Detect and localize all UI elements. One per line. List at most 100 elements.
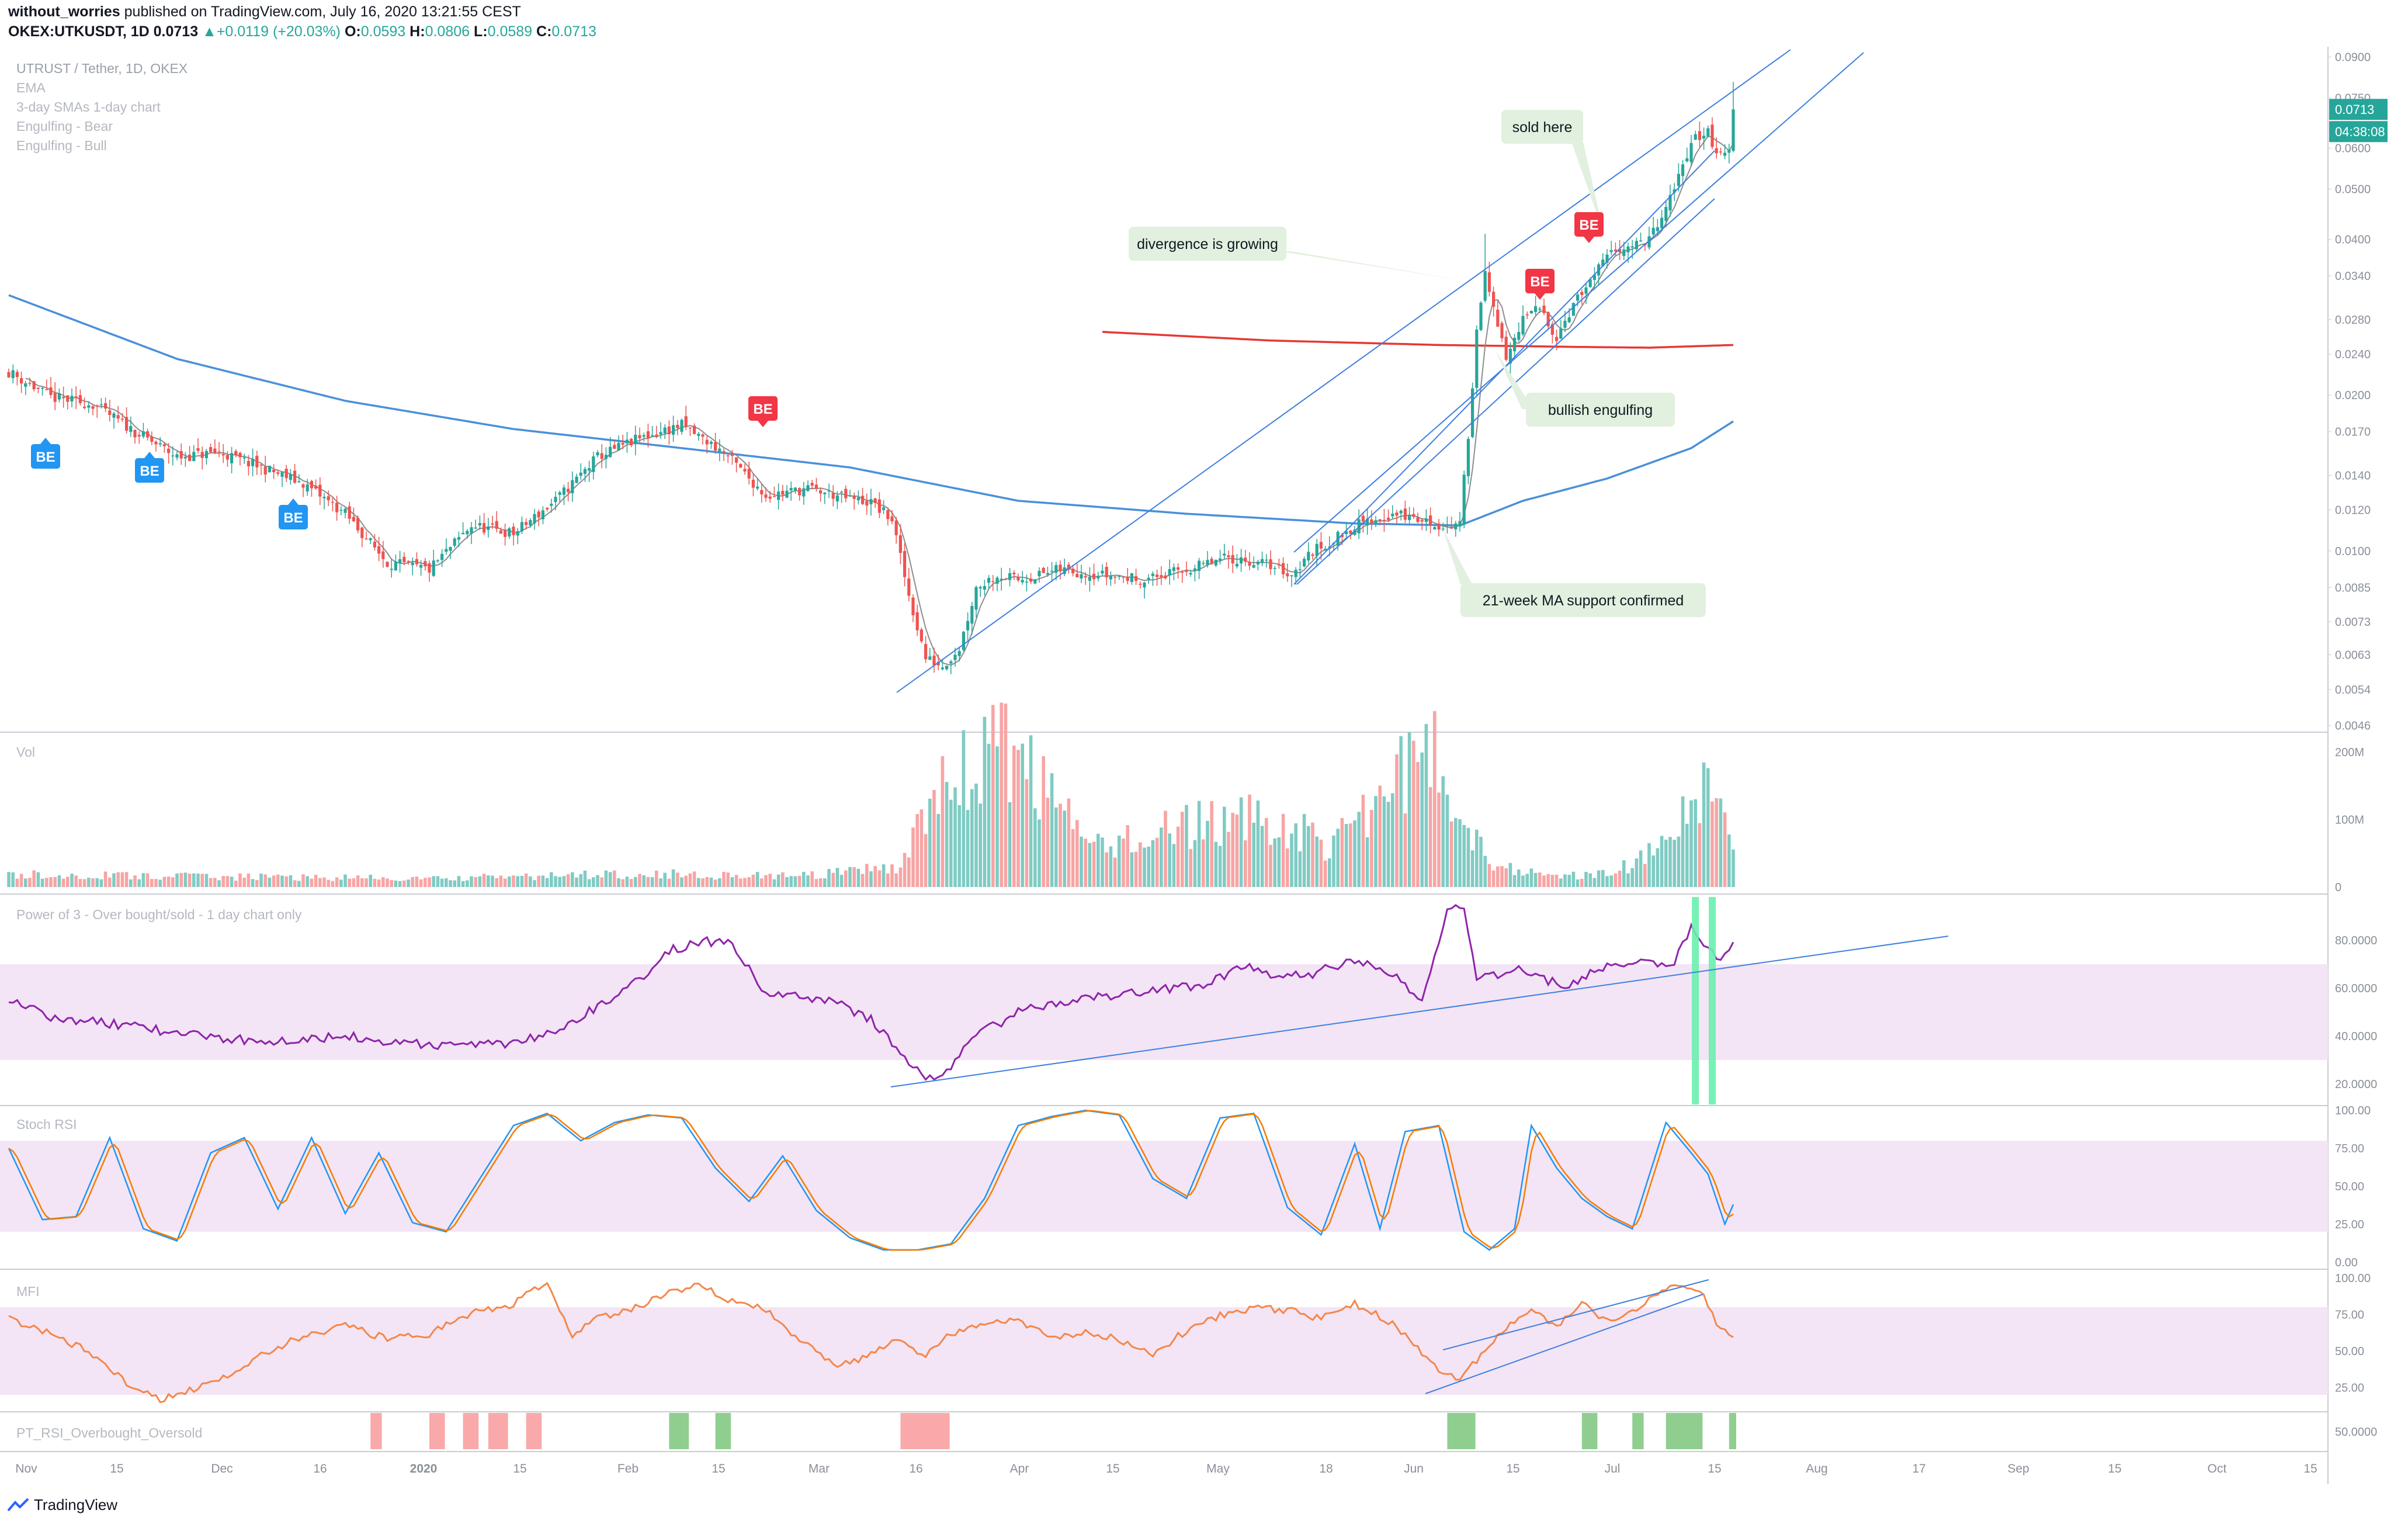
- volume-bar: [57, 875, 61, 887]
- volume-bar: [314, 874, 318, 887]
- candle: [1109, 576, 1112, 580]
- last-price: 0.0713: [153, 23, 199, 40]
- volume-bar: [579, 874, 582, 887]
- candle: [407, 560, 410, 562]
- tradingview-logo[interactable]: TradingView: [7, 1496, 117, 1514]
- candle: [907, 578, 911, 596]
- volume-bar: [596, 875, 599, 887]
- candle: [251, 459, 255, 466]
- volume-bar: [1584, 872, 1588, 887]
- volume-bar: [1113, 857, 1117, 887]
- candle: [1248, 562, 1251, 566]
- volume-bar: [680, 877, 683, 887]
- volume-bar: [882, 864, 886, 887]
- candle: [1311, 554, 1314, 556]
- volume-bar: [1286, 848, 1289, 887]
- candle: [562, 487, 565, 495]
- volume-bar: [1046, 798, 1050, 887]
- volume-bar: [1668, 837, 1672, 887]
- volume-bar: [1181, 812, 1184, 887]
- volume-bar: [797, 875, 801, 887]
- volume-bar: [457, 876, 461, 887]
- volume-bar: [613, 870, 616, 887]
- candles: [7, 82, 1735, 674]
- mfi-line: [8, 1281, 1734, 1404]
- candle: [41, 387, 44, 389]
- volume-bar: [962, 730, 966, 887]
- volume-bar: [604, 870, 608, 887]
- price-tick: 0.0100: [2335, 545, 2371, 558]
- volume-bar: [890, 864, 894, 887]
- volume-tick: 200M: [2335, 746, 2364, 759]
- candle: [483, 523, 486, 533]
- candle: [129, 426, 133, 432]
- bear-badge-label: BE: [1530, 274, 1549, 290]
- candle: [1160, 575, 1163, 577]
- volume-bar: [911, 827, 915, 887]
- candle: [230, 453, 234, 463]
- volume-bar: [1277, 837, 1281, 887]
- volume-bar: [1004, 703, 1008, 887]
- annotation-bullish-engulfing-box: [1526, 393, 1675, 427]
- volume-bar: [945, 782, 949, 887]
- candle: [1656, 227, 1659, 231]
- candle: [793, 487, 797, 491]
- candle: [861, 496, 865, 504]
- candle: [575, 476, 578, 483]
- volume-bar: [272, 875, 276, 887]
- annotations: sold here divergence is growing bullish en…: [31, 110, 1706, 617]
- volume-bar: [1597, 870, 1601, 887]
- candle: [743, 469, 747, 472]
- candle: [415, 559, 418, 564]
- power-trendline: [890, 936, 1949, 1087]
- candle: [1298, 569, 1302, 570]
- candle: [1378, 519, 1382, 521]
- volume-bar: [1012, 745, 1016, 887]
- candle: [99, 404, 103, 406]
- candle: [957, 651, 961, 656]
- volume-bar: [495, 878, 498, 887]
- candle: [760, 490, 764, 495]
- candle: [739, 463, 742, 468]
- x-tick: 15: [2303, 1462, 2317, 1475]
- candle: [1685, 158, 1689, 162]
- price-tick: 0.0085: [2335, 581, 2371, 594]
- volume-bar: [722, 872, 726, 887]
- volume-bar: [915, 814, 919, 887]
- volume-bar: [1298, 851, 1302, 887]
- candle: [903, 551, 907, 577]
- candle: [1252, 565, 1255, 568]
- volume-bar: [907, 857, 911, 887]
- volume-bar: [1529, 868, 1533, 887]
- volume-bar: [179, 872, 183, 887]
- candle: [343, 508, 347, 513]
- bull-engulfing-badge: [135, 458, 164, 483]
- author-name[interactable]: without_worries: [8, 4, 120, 20]
- volume-bar: [970, 789, 974, 887]
- volume-bar: [508, 876, 511, 887]
- candle: [125, 417, 129, 431]
- candle: [604, 455, 608, 459]
- candle: [630, 438, 633, 445]
- candle: [592, 456, 595, 472]
- candle: [356, 518, 360, 531]
- candle: [583, 469, 587, 474]
- volume-bar: [1433, 711, 1437, 887]
- volume-bar: [1580, 878, 1584, 887]
- candle: [558, 492, 561, 495]
- volume-bar: [726, 872, 730, 887]
- candle: [831, 493, 835, 499]
- annotation-divergence-box: [1129, 227, 1286, 261]
- power-of-3-line: [8, 904, 1734, 1081]
- volume-bar: [1504, 868, 1508, 887]
- candle: [1664, 207, 1668, 221]
- volume-bar: [158, 879, 162, 887]
- volume-bar: [663, 872, 667, 887]
- candle: [588, 468, 591, 471]
- close-label: C:: [536, 23, 552, 40]
- candle: [373, 541, 376, 548]
- volume-bar: [898, 867, 903, 887]
- volume-bar: [1164, 811, 1167, 887]
- candle: [453, 538, 456, 546]
